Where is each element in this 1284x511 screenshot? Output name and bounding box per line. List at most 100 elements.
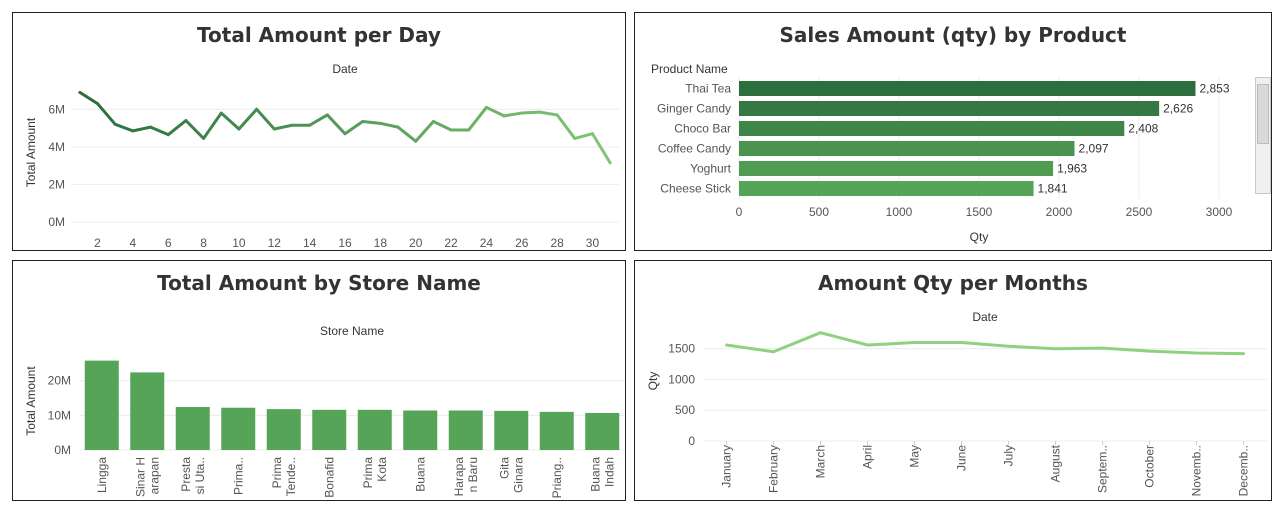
x-tick-label: 6 [165,236,172,250]
chart-title: Total Amount by Store Name [157,271,481,295]
vertical-scrollbar[interactable] [1255,77,1271,194]
line-segment [202,111,223,140]
y-tick-label: 1500 [668,342,695,356]
x-tick-label: Novemb.. [1190,445,1204,496]
category-label: Thai Tea [685,82,731,96]
bar [221,407,256,450]
x-tick-label: 2500 [1126,205,1153,219]
x-tick-label: April [861,445,875,469]
category-label: Coffee Candy [658,142,731,156]
bar [266,409,301,450]
y-axis-title: Total Amount [24,117,38,187]
x-tick-label: 10 [232,236,246,250]
x-tick-label: Decemb.. [1237,445,1251,496]
bar [585,412,620,450]
category-label: Sinar H [133,457,147,497]
x-tick-label: 4 [130,236,137,250]
bar [312,409,347,450]
bar [539,411,574,450]
x-tick-label: 500 [809,205,829,219]
x-tick-label: 22 [444,236,458,250]
x-axis-title: Date [972,310,998,324]
line-segment [431,120,453,132]
line-segment [219,111,241,131]
y-tick-label: 4M [48,140,65,154]
x-tick-label: 26 [515,236,529,250]
x-tick-label: 1000 [886,205,913,219]
data-label: 2,408 [1128,122,1158,136]
x-axis-title: Date [332,62,358,76]
data-label: 1,963 [1057,162,1087,176]
x-tick-label: 18 [374,236,388,250]
category-label: Indah [602,457,616,487]
product-bar-chart[interactable]: Product Name 0 500 1000 1500 2000 2500 3000 Qty T… [635,13,1273,252]
y-tick-label: 0 [688,434,695,448]
bar [357,409,392,450]
y-tick-label: 6M [48,102,65,116]
panel-sales-by-product: Sales Amount (qty) by Product Product Na… [634,12,1272,251]
scrollbar-thumb[interactable] [1257,84,1269,144]
x-tick-label: 30 [586,236,600,250]
bar [739,101,1160,116]
category-label: si Uta.. [193,457,207,494]
bar [494,410,529,450]
x-tick-label: August [1049,444,1063,482]
line-segment [272,123,294,131]
y-tick-label: 10M [48,408,71,422]
data-label: 2,626 [1163,102,1193,116]
x-tick-label: March [814,445,828,478]
category-label: Choco Bar [674,122,731,136]
line-segment [325,113,347,136]
line-segment [131,125,153,133]
line-segment [255,107,276,131]
bar [403,410,438,450]
line-segment [484,105,506,118]
x-tick-label: 2000 [1046,205,1073,219]
category-label: Cheese Stick [660,182,732,196]
y-tick-label: 1000 [668,372,695,386]
category-label: Ginger Candy [657,102,731,116]
category-label: Tende.. [284,457,298,496]
category-label: Prima [361,457,375,489]
category-label: Buana [413,457,427,492]
y-axis-title: Qty [646,372,660,391]
y-tick-label: 0M [54,443,71,457]
x-axis-title: Store Name [320,324,384,338]
x-tick-label: 12 [268,236,282,250]
bar [84,360,119,450]
category-label: Kota [375,457,389,482]
bar [130,372,165,450]
category-label: Yoghurt [690,162,732,176]
line-segment [96,102,117,126]
x-tick-label: 20 [409,236,423,250]
line-segment [184,119,206,140]
line-segment [113,122,135,133]
series-line [725,331,1245,356]
category-label: Buana [588,457,602,492]
store-bar-chart[interactable]: Store Name Total Amount 0M 10M 20M Lingga Sina… [13,261,627,502]
line-segment [573,132,594,140]
category-label: Presta [179,457,193,492]
x-tick-label: 1500 [966,205,993,219]
category-label: arapan [147,457,161,494]
panel-amount-qty-per-months: Amount Qty per Months Date Qty 0 500 1000 150… [634,260,1272,501]
category-label: Prima.. [231,457,245,495]
line-segment [378,121,400,129]
x-tick-label: 16 [338,236,352,250]
x-tick-label: 14 [303,236,317,250]
y-axis-title: Product Name [651,62,728,76]
bar [739,81,1196,96]
line-segment [396,125,418,143]
x-tick-label: May [908,445,922,468]
category-label: Harapa [452,457,466,497]
line-segment [467,105,488,132]
category-label: Lingga [95,457,109,493]
category-label: Prima [270,457,284,489]
bar [175,407,210,450]
line-segment [361,120,382,125]
bar [448,410,483,450]
x-tick-label: 0 [736,205,743,219]
x-axis-title: Qty [970,230,989,244]
